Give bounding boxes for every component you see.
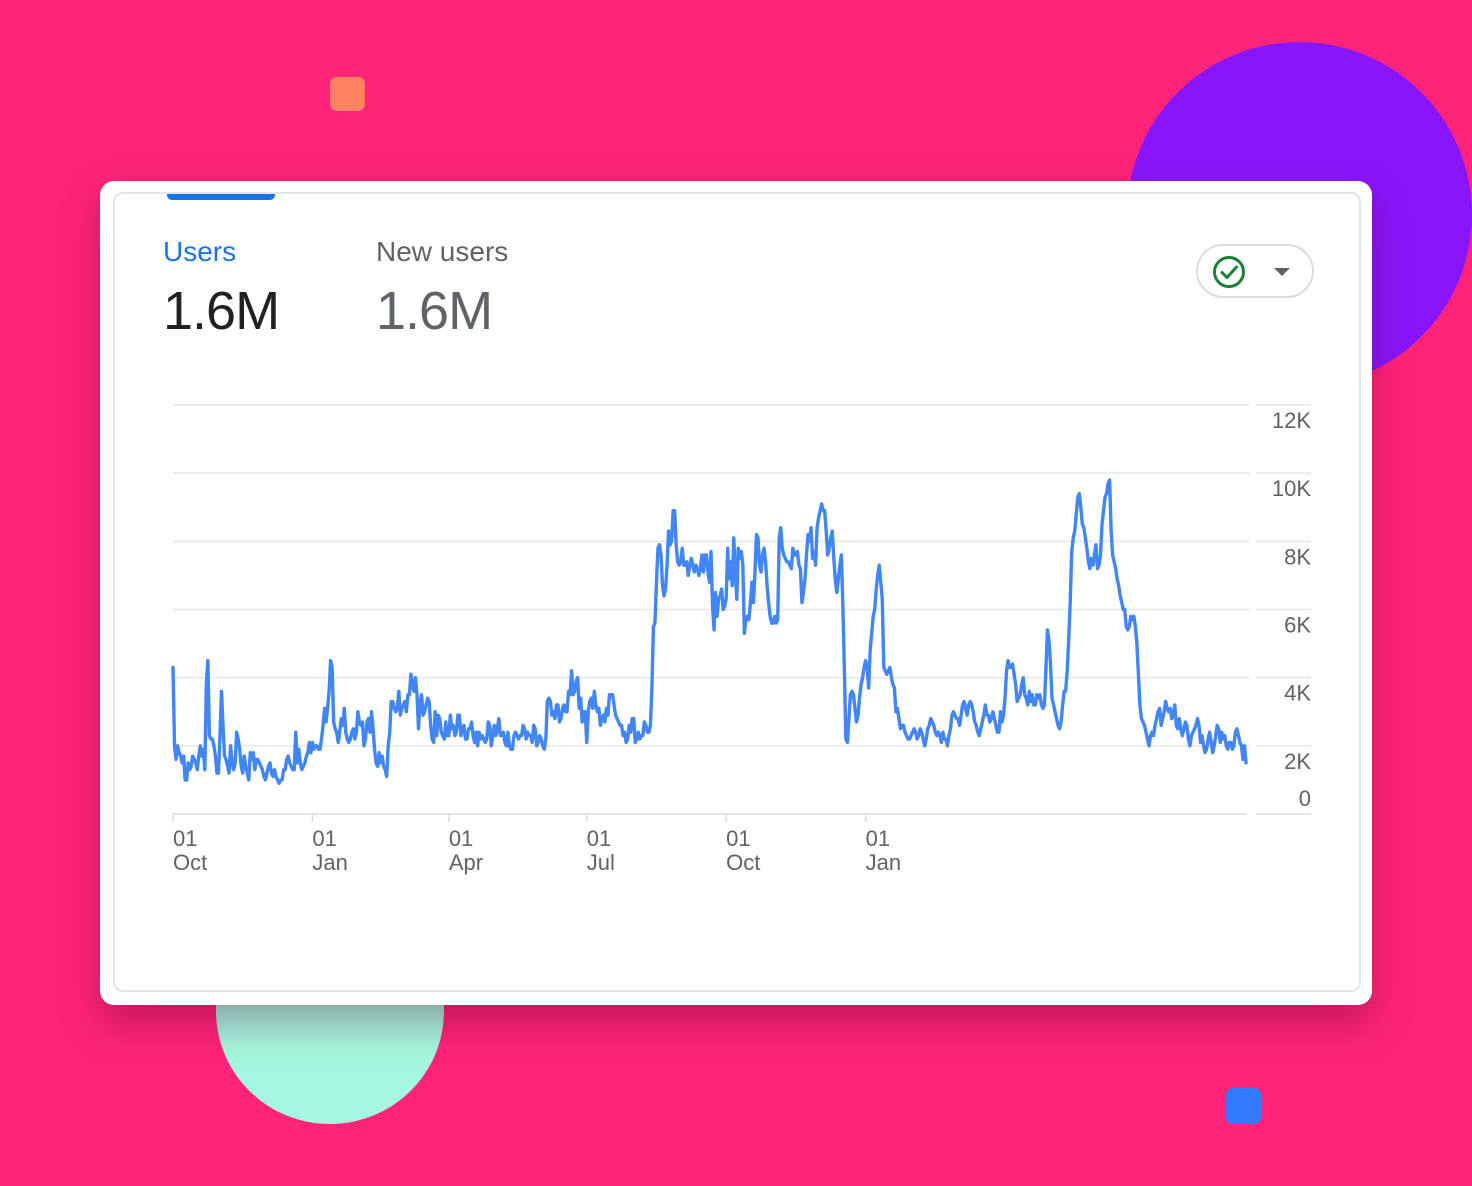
decorative-square-blue [1226, 1088, 1261, 1124]
x-tick-month-label: Jul [587, 850, 615, 875]
metric-users-label: Users [163, 236, 237, 267]
decorative-square-orange [330, 77, 365, 111]
check-circle-icon [1213, 256, 1245, 288]
metric-new-users-label: New users [376, 236, 509, 267]
x-tick-month-label: Oct [173, 850, 207, 875]
metric-new-users[interactable]: New users 1.6M [376, 236, 508, 342]
y-tick-label: 6K [1284, 613, 1311, 638]
analytics-card-inner: Users 1.6M New users 1.6M 0 2K 4K 6K 8K 10K 12… [113, 192, 1361, 992]
x-tick-day-label: 01 [449, 826, 473, 851]
series-line-users [171, 478, 1248, 786]
metric-users[interactable]: Users 1.6M [163, 236, 280, 342]
chevron-down-icon [1274, 268, 1290, 276]
y-tick-label: 0 [1299, 786, 1311, 811]
users-line-chart: 02K4K6K8K10K12K01Oct01Jan01Apr01Jul01Oct… [171, 404, 1311, 875]
x-tick-day-label: 01 [173, 826, 197, 851]
y-tick-label: 8K [1284, 544, 1311, 569]
x-tick-day-label: 01 [866, 826, 890, 851]
x-tick-day-label: 01 [587, 826, 611, 851]
x-tick-month-label: Apr [449, 850, 483, 875]
compare-dropdown-button[interactable] [1196, 244, 1314, 298]
metric-new-users-value: 1.6M [376, 281, 493, 341]
x-tick-month-label: Jan [312, 850, 347, 875]
y-tick-label: 10K [1272, 476, 1311, 501]
y-tick-label: 12K [1272, 408, 1311, 433]
metric-users-value: 1.6M [163, 281, 280, 341]
y-tick-label: 2K [1284, 749, 1311, 774]
x-tick-day-label: 01 [312, 826, 336, 851]
analytics-card: Users 1.6M New users 1.6M 0 2K 4K 6K 8K 10K 12… [100, 181, 1372, 1005]
x-tick-day-label: 01 [726, 826, 750, 851]
x-tick-month-label: Oct [726, 850, 760, 875]
x-tick-month-label: Jan [866, 850, 901, 875]
y-tick-label: 4K [1284, 681, 1311, 706]
active-tab-indicator [167, 194, 275, 200]
